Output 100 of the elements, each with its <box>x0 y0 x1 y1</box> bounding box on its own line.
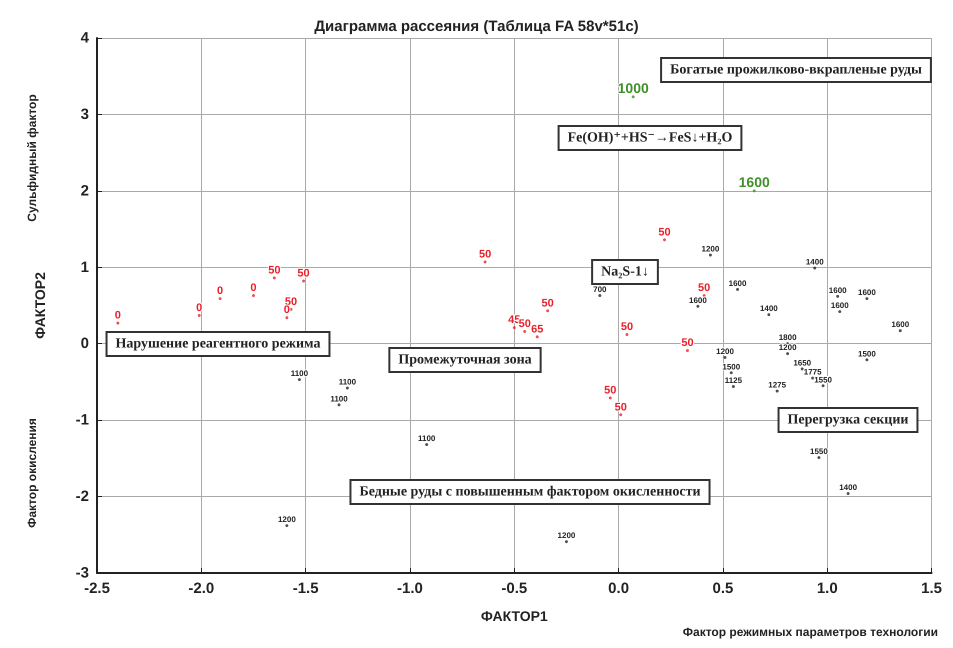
annotation: 1775 <box>804 368 822 377</box>
annotation: 0 <box>284 304 290 316</box>
annotation: 1600 <box>858 288 876 298</box>
point <box>484 260 487 264</box>
annotation: 1600 <box>891 320 910 330</box>
y-axis-title: ФАКТОР2 <box>32 272 48 339</box>
point <box>285 524 288 528</box>
point <box>625 333 628 336</box>
y-tick-label: -3 <box>76 564 89 582</box>
annotation: 1400 <box>806 258 824 267</box>
annotation: 1200 <box>558 531 576 540</box>
annotation: 1600 <box>828 286 848 295</box>
annotation: Бедные руды с повышенным фактором окисленности <box>359 484 701 500</box>
annotation: 1650 <box>793 358 812 368</box>
point <box>198 314 201 317</box>
point <box>512 326 516 330</box>
annotation: 1125 <box>724 376 743 386</box>
point <box>696 304 700 308</box>
annotation: 0 <box>250 282 257 294</box>
point <box>732 385 735 388</box>
annotation: 50 <box>698 282 710 294</box>
point <box>776 390 779 393</box>
y-tick-label: -2 <box>76 488 89 506</box>
annotation: 1275 <box>768 380 787 390</box>
x-tick-label: -1.0 <box>397 580 423 597</box>
point <box>218 297 222 300</box>
annotation: 50 <box>297 268 310 280</box>
annotation: 50 <box>518 318 531 330</box>
annotation: Fe(OH)⁺+HS⁻→FeS↓+H₂O <box>568 130 733 146</box>
annotation: 1200 <box>716 346 734 356</box>
point <box>346 386 349 390</box>
annotation: 0 <box>196 302 202 314</box>
text: Фактор режимных параметров технологии <box>682 625 938 639</box>
x-tick-label: -2.0 <box>188 580 214 597</box>
x-tick-label: 1.0 <box>816 580 838 597</box>
point <box>523 330 526 333</box>
y-tick-label: -1 <box>76 412 89 429</box>
annotation: 1000 <box>618 80 649 96</box>
point <box>865 297 868 300</box>
x-tick-label: -2.5 <box>84 580 110 597</box>
annotation: 50 <box>542 297 554 310</box>
point <box>836 294 840 298</box>
point <box>846 492 850 496</box>
annotation: Na₂S-1↓ <box>601 264 649 280</box>
annotation: 1600 <box>728 278 747 288</box>
annotation: 1550 <box>814 375 833 384</box>
y-tick-label: 4 <box>80 30 90 46</box>
point <box>730 371 733 374</box>
annotation: 1100 <box>418 434 436 444</box>
annotation: 1200 <box>278 515 296 524</box>
y-tick-label: 1 <box>80 258 89 276</box>
annotation: 1800 <box>778 333 798 342</box>
point <box>898 329 902 332</box>
annotation: 50 <box>658 226 671 238</box>
annotation: 1200 <box>702 244 720 254</box>
point <box>619 413 622 416</box>
point <box>786 352 790 356</box>
annotation: 50 <box>614 401 627 414</box>
point <box>564 540 568 544</box>
annotation: 50 <box>681 337 694 350</box>
point <box>813 266 816 270</box>
annotation: 1500 <box>722 362 741 372</box>
annotation: 50 <box>268 264 280 276</box>
y-tick-label: 3 <box>80 106 89 123</box>
annotation: 1100 <box>338 378 357 387</box>
x-tick-label: 0.5 <box>712 580 734 597</box>
x-tick-label: -1.5 <box>292 580 319 597</box>
annotation: 1600 <box>738 174 770 190</box>
point <box>817 456 820 460</box>
point <box>298 378 301 382</box>
annotation: 1200 <box>778 343 798 352</box>
annotation: 1100 <box>330 394 348 404</box>
annotation: 1550 <box>810 447 828 456</box>
x-tick-label: 0.0 <box>608 580 630 597</box>
point <box>822 384 825 388</box>
annotation: 50 <box>604 384 616 396</box>
text: Сульфидный фактор <box>25 94 39 222</box>
point <box>608 396 612 400</box>
point <box>865 358 868 362</box>
annotation: 1400 <box>760 304 778 314</box>
x-axis-title: ФАКТОР1 <box>480 608 548 624</box>
annotation: 0 <box>114 310 121 322</box>
point <box>724 356 727 359</box>
x-tick-label: -0.5 <box>501 580 528 597</box>
annotation: 1500 <box>858 349 876 358</box>
point <box>686 349 689 352</box>
point <box>708 254 712 257</box>
point <box>838 310 842 314</box>
annotation: Перегрузка секции <box>788 412 908 428</box>
text: Фактор окисления <box>25 418 39 528</box>
point <box>425 443 428 446</box>
point <box>663 238 666 242</box>
point <box>272 276 276 280</box>
annotation: 1600 <box>830 301 850 310</box>
point <box>252 294 255 298</box>
annotation: 1100 <box>290 369 309 378</box>
annotation: 50 <box>478 248 492 260</box>
point <box>767 313 770 316</box>
point <box>598 294 602 298</box>
y-tick-label: 2 <box>80 182 89 200</box>
